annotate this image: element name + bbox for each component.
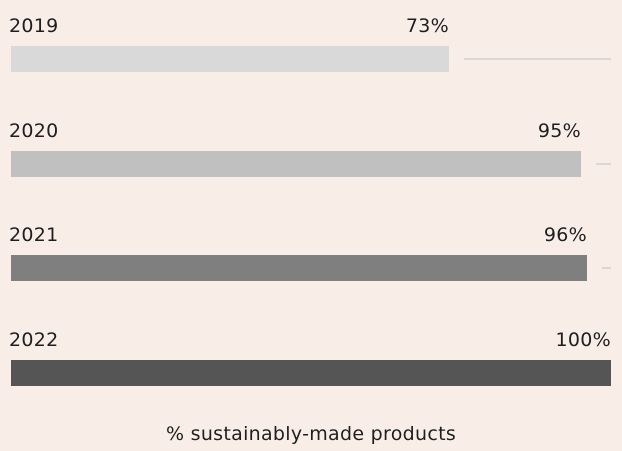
value-label: 96% <box>543 224 587 246</box>
bar-track-2020 <box>596 162 611 165</box>
bar-track-2021 <box>602 267 611 269</box>
year-label: 2021 <box>9 224 59 246</box>
bar-2020 <box>11 150 581 177</box>
bar-2022 <box>11 359 611 386</box>
value-label: 73% <box>405 15 449 37</box>
year-label: 2022 <box>9 328 59 351</box>
year-label: 2019 <box>9 15 59 37</box>
chart-caption: % sustainably-made products <box>165 423 457 445</box>
year-label: 2020 <box>9 119 59 142</box>
bar-track-2019 <box>464 58 611 60</box>
value-label: 95% <box>537 119 581 142</box>
value-label: 100% <box>555 328 611 351</box>
bar-2019 <box>11 46 449 72</box>
bar-2021 <box>11 255 587 281</box>
